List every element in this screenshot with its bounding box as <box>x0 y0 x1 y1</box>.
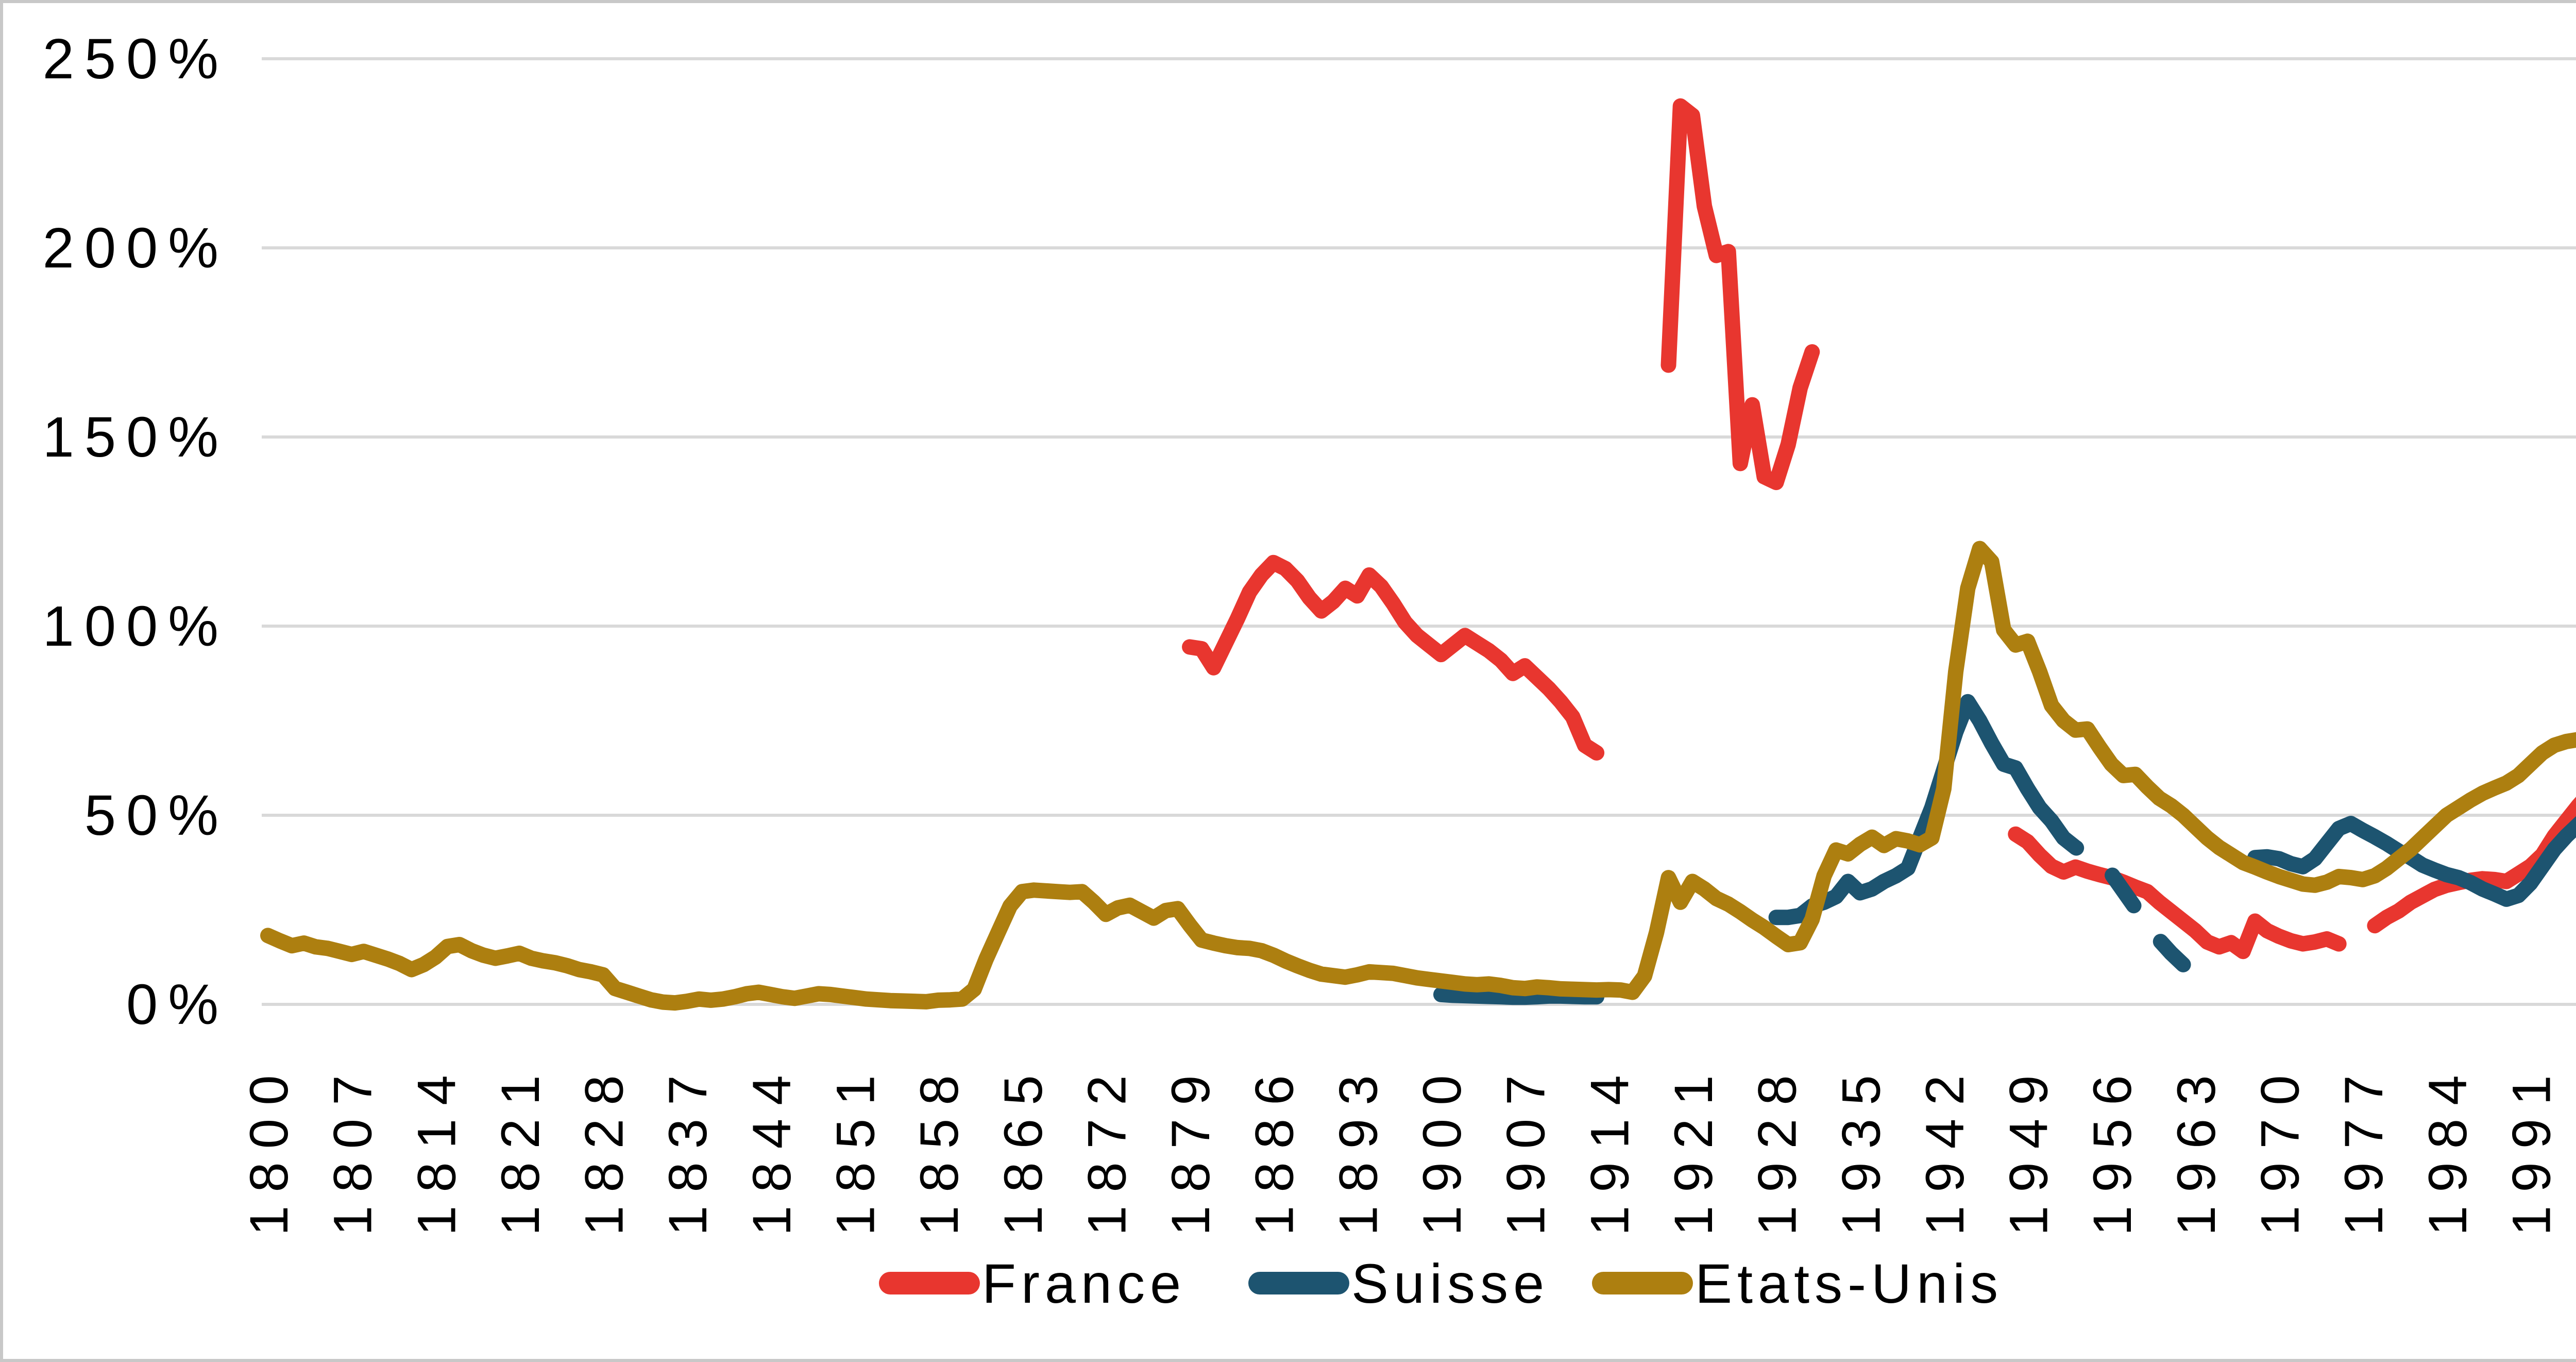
legend-label-france: France <box>982 1252 1186 1315</box>
x-tick-label: 1879 <box>1161 1062 1221 1236</box>
x-tick-label: 1886 <box>1245 1062 1305 1236</box>
series-line-suisse-segment-4 <box>2247 816 2576 907</box>
legend-item-etats-unis: Etats-Unis <box>1592 1252 2003 1315</box>
x-tick-label: 1970 <box>2250 1062 2310 1236</box>
x-tick-label: 1837 <box>658 1062 718 1236</box>
x-tick-label: 1984 <box>2418 1062 2478 1236</box>
x-tick-label: 1844 <box>742 1062 802 1236</box>
y-tick-label: 0% <box>126 973 229 1036</box>
y-tick-label: 250% <box>43 27 229 91</box>
x-tick-label: 1800 <box>239 1062 299 1236</box>
series-line-france-segment-3 <box>2008 826 2347 960</box>
x-tick-label: 1814 <box>406 1062 467 1236</box>
y-tick-label: 50% <box>84 784 229 847</box>
series-line-suisse-segment-3 <box>2044 813 2191 972</box>
x-tick-label: 1893 <box>1328 1062 1388 1236</box>
legend-label-etats-unis: Etats-Unis <box>1695 1252 2003 1315</box>
legend-item-suisse: Suisse <box>1248 1252 1549 1315</box>
y-axis-labels: 0% 50% 100% 150% 200% 250% <box>43 27 229 1036</box>
series-lines <box>260 98 2576 1011</box>
x-tick-label: 1872 <box>1077 1062 1137 1236</box>
x-tick-label: 1977 <box>2334 1062 2394 1236</box>
x-tick-label: 1949 <box>1999 1062 2059 1236</box>
x-tick-label: 1821 <box>490 1062 551 1236</box>
x-tick-label: 1942 <box>1915 1062 1975 1236</box>
x-tick-label: 1865 <box>993 1062 1054 1236</box>
x-tick-label: 1907 <box>1496 1062 1556 1236</box>
x-tick-label: 1851 <box>826 1062 886 1236</box>
legend-item-france: France <box>879 1252 1186 1315</box>
legend: France Suisse Etats-Unis <box>879 1252 2003 1315</box>
x-tick-label: 1963 <box>2166 1062 2227 1236</box>
x-tick-label: 1914 <box>1580 1062 1640 1236</box>
x-axis-labels: 1800 1807 1814 1821 1828 1837 1844 1851 1858 1865… <box>239 1062 2562 1236</box>
series-line-france-segment-1 <box>1182 554 1605 761</box>
y-tick-label: 150% <box>43 406 229 469</box>
x-tick-label: 1828 <box>574 1062 635 1236</box>
series-line-etats-unis-segment-1 <box>260 541 2576 1011</box>
x-tick-label: 1928 <box>1748 1062 1808 1236</box>
x-tick-label: 1900 <box>1412 1062 1472 1236</box>
x-tick-label: 1921 <box>1664 1062 1724 1236</box>
x-tick-label: 1807 <box>323 1062 383 1236</box>
y-tick-label: 200% <box>43 216 229 280</box>
series-line-france-segment-2 <box>1660 98 1820 491</box>
x-tick-label: 1956 <box>2082 1062 2143 1236</box>
x-tick-label: 1991 <box>2501 1062 2562 1236</box>
legend-label-suisse: Suisse <box>1351 1252 1549 1315</box>
y-tick-label: 100% <box>43 595 229 658</box>
x-tick-label: 1858 <box>909 1062 970 1236</box>
x-tick-label: 1935 <box>1831 1062 1891 1236</box>
